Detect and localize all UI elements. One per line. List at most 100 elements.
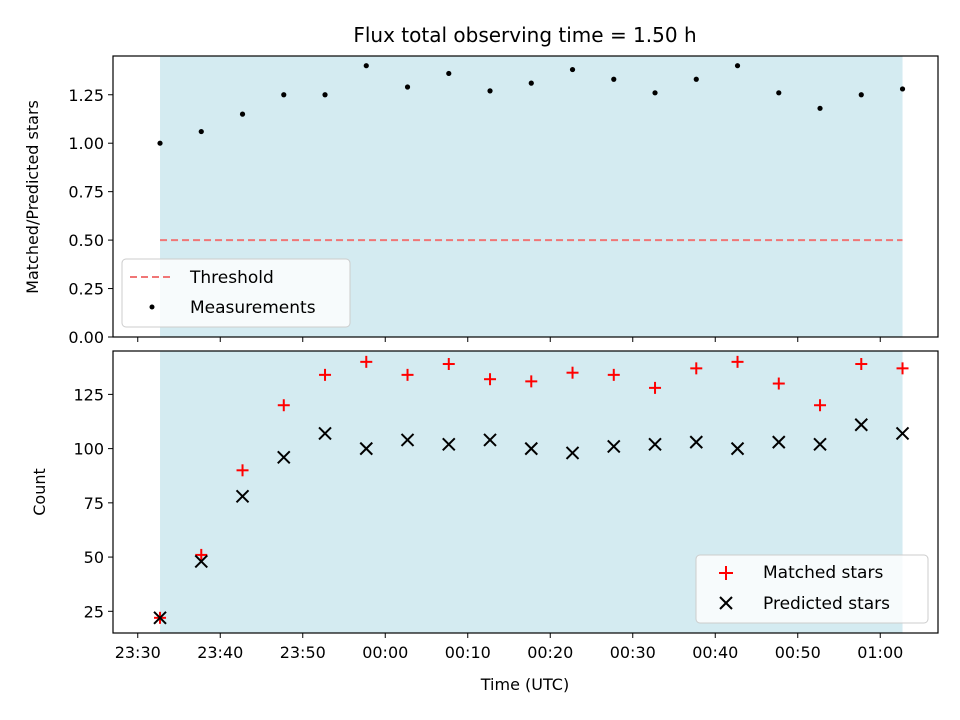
- measurement-point: [281, 92, 287, 98]
- chart-title: Flux total observing time = 1.50 h: [353, 23, 696, 47]
- measurement-point: [528, 80, 534, 86]
- measurement-point: [569, 66, 576, 73]
- matched-star-point: [442, 358, 455, 371]
- top-y-tick-label: 1.00: [68, 134, 104, 153]
- predicted-star-point: [607, 439, 621, 454]
- measurement-point: [734, 63, 741, 69]
- matched-star-point: [319, 368, 332, 381]
- bottom-axes-frame: [112, 350, 939, 634]
- measurement-point: [322, 92, 328, 98]
- measurement-points: [157, 63, 906, 146]
- predicted-star-point: [813, 437, 827, 451]
- bottom-x-tick-label: 00:40: [692, 643, 738, 662]
- measurement-point: [776, 90, 782, 96]
- matched-star-point: [690, 362, 703, 375]
- bottom-x-tick-label: 23:40: [197, 643, 243, 662]
- measurement-point: [487, 88, 493, 94]
- top-legend: Threshold Measurements: [121, 258, 351, 328]
- bottom-x-tick-label: 23:50: [280, 643, 326, 662]
- predicted-star-point: [194, 554, 208, 569]
- measurement-point: [693, 76, 699, 82]
- predicted-star-point: [359, 441, 373, 456]
- predicted-star-point: [400, 433, 415, 447]
- predicted-star-point: [565, 446, 580, 460]
- top-y-tick-label: 1.25: [68, 86, 104, 105]
- bottom-x-ticks: 23:30 23:40 23:50 00:00 00:10 00:20 00:30 00:40…: [115, 633, 903, 662]
- matched-star-point: [195, 548, 208, 561]
- top-y-tick-label: 0.50: [68, 231, 104, 250]
- bottom-legend: Matched stars Predicted stars: [695, 554, 929, 624]
- legend-predicted-swatch: [719, 596, 733, 610]
- legend-matched-swatch: [719, 566, 733, 580]
- predicted-star-point: [730, 441, 745, 456]
- bottom-y-tick-label: 25: [84, 602, 104, 621]
- predicted-star-point: [318, 426, 332, 441]
- predicted-star-point: [153, 611, 167, 625]
- bottom-x-tick-label: 23:30: [115, 643, 161, 662]
- matched-star-point: [360, 355, 373, 368]
- legend-measurements-swatch: [149, 304, 155, 310]
- bottom-y-ticks: 25 50 75 100 125: [73, 385, 113, 621]
- top-y-ticks: 0.00 0.25 0.50 0.75 1.00 1.25: [68, 86, 113, 347]
- matched-star-point: [772, 377, 785, 390]
- bottom-panel: 25 50 75 100 125 23:30 23:40 23:50 00:00 00:10 00…: [30, 350, 939, 694]
- matched-star-point: [525, 375, 538, 388]
- measurement-point: [404, 84, 411, 90]
- x-axis-label: Time (UTC): [480, 675, 569, 694]
- measurement-point: [239, 111, 246, 117]
- matched-star-point: [855, 358, 868, 371]
- predicted-star-point: [895, 426, 910, 441]
- bottom-x-tick-label: 00:30: [610, 643, 656, 662]
- bottom-y-tick-label: 125: [73, 385, 104, 404]
- predicted-star-point: [277, 450, 291, 464]
- predicted-star-point: [442, 437, 456, 451]
- matched-star-point: [277, 399, 290, 412]
- top-panel: 0.00 0.25 0.50 0.75 1.00 1.25 Matched/Predict…: [23, 55, 939, 347]
- bottom-y-tick-label: 75: [84, 494, 104, 513]
- measurement-point: [858, 92, 864, 98]
- predicted-star-point: [854, 418, 868, 432]
- measurement-point: [198, 128, 204, 135]
- bottom-x-tick-label: 00:20: [527, 643, 573, 662]
- bottom-legend-box: [695, 554, 929, 624]
- top-y-tick-label: 0.75: [68, 183, 104, 202]
- matched-star-point: [236, 464, 249, 477]
- matched-star-point: [896, 362, 909, 375]
- legend-matched-label: Matched stars: [763, 563, 883, 583]
- predicted-star-point: [524, 441, 538, 456]
- legend-predicted-label: Predicted stars: [763, 594, 890, 614]
- top-axes-frame: [112, 55, 939, 338]
- top-y-tick-label: 0.25: [68, 280, 104, 299]
- measurement-point: [652, 90, 658, 96]
- bottom-y-axis-label: Count: [30, 468, 49, 516]
- predicted-star-point: [689, 435, 703, 449]
- matched-star-point: [607, 368, 620, 381]
- measurement-point: [611, 76, 617, 82]
- legend-measurements-label: Measurements: [190, 298, 316, 318]
- top-y-axis-label: Matched/Predicted stars: [23, 100, 42, 294]
- measurement-point: [817, 105, 823, 111]
- predicted-star-point: [772, 435, 786, 449]
- matched-star-point: [731, 355, 744, 368]
- bottom-x-tick-label: 01:00: [857, 643, 903, 662]
- predicted-star-point: [235, 489, 250, 504]
- measurement-point: [157, 140, 163, 146]
- matched-star-point: [814, 399, 827, 412]
- top-legend-box: [121, 258, 351, 328]
- matched-star-point: [649, 381, 662, 394]
- bottom-x-tick-label: 00:00: [362, 643, 408, 662]
- matched-star-point: [484, 373, 497, 386]
- measurement-point: [899, 86, 906, 92]
- bottom-y-tick-label: 100: [73, 440, 104, 459]
- bottom-y-tick-label: 50: [84, 548, 104, 567]
- predicted-star-point: [648, 437, 662, 451]
- measurement-point: [446, 70, 452, 77]
- matched-star-point: [401, 368, 414, 381]
- bottom-x-tick-label: 00:10: [445, 643, 491, 662]
- legend-threshold-label: Threshold: [189, 268, 274, 288]
- count-points: [153, 355, 910, 625]
- top-y-tick-label: 0.00: [68, 328, 104, 347]
- predicted-star-point: [483, 433, 497, 447]
- measurement-point: [363, 63, 369, 69]
